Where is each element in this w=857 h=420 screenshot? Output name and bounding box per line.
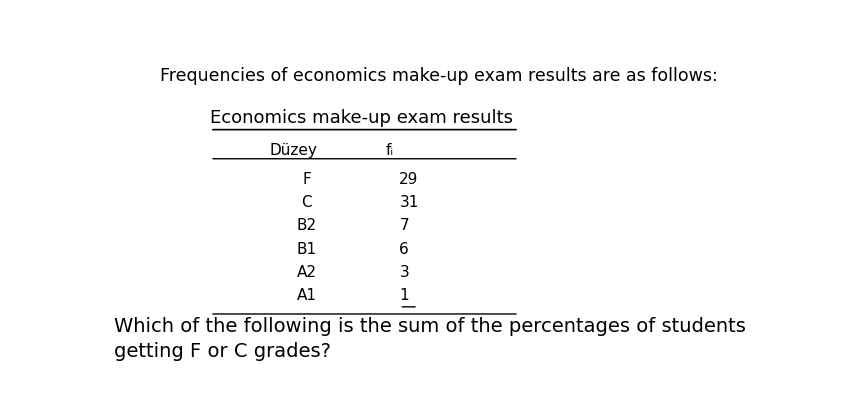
Text: 31: 31: [399, 195, 419, 210]
Text: 3: 3: [399, 265, 409, 280]
Text: A1: A1: [297, 288, 316, 303]
Text: 1: 1: [399, 288, 409, 303]
Text: B1: B1: [297, 241, 316, 257]
Text: Economics make-up exam results: Economics make-up exam results: [210, 109, 513, 126]
Text: F: F: [302, 172, 311, 186]
Text: C: C: [301, 195, 312, 210]
Text: B2: B2: [297, 218, 316, 233]
Text: 6: 6: [399, 241, 409, 257]
Text: Frequencies of economics make-up exam results are as follows:: Frequencies of economics make-up exam re…: [160, 66, 718, 84]
Text: 7: 7: [399, 218, 409, 233]
Text: A2: A2: [297, 265, 316, 280]
Text: 29: 29: [399, 172, 419, 186]
Text: fᵢ: fᵢ: [386, 142, 394, 158]
Text: Düzey: Düzey: [270, 142, 318, 158]
Text: Which of the following is the sum of the percentages of students
getting F or C : Which of the following is the sum of the…: [114, 317, 746, 361]
